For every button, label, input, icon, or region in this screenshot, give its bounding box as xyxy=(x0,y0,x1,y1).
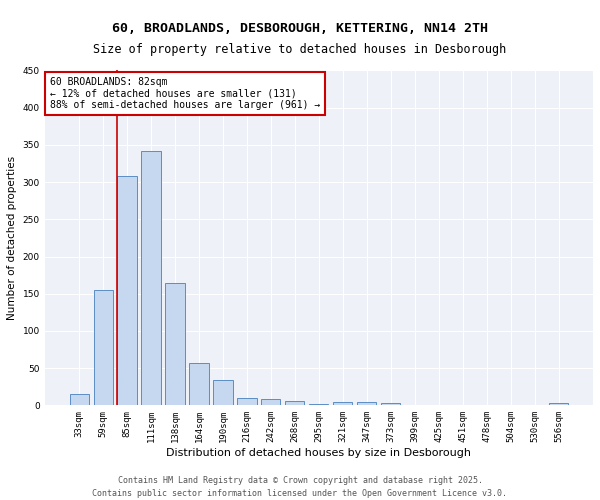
Bar xyxy=(142,151,161,406)
Bar xyxy=(166,282,185,406)
Bar xyxy=(70,394,89,406)
Bar xyxy=(309,404,328,406)
Bar xyxy=(549,403,568,406)
Y-axis label: Number of detached properties: Number of detached properties xyxy=(7,156,17,320)
Text: 60 BROADLANDS: 82sqm
← 12% of detached houses are smaller (131)
88% of semi-deta: 60 BROADLANDS: 82sqm ← 12% of detached h… xyxy=(50,77,320,110)
Bar xyxy=(94,290,113,406)
Text: 60, BROADLANDS, DESBOROUGH, KETTERING, NN14 2TH: 60, BROADLANDS, DESBOROUGH, KETTERING, N… xyxy=(112,22,488,36)
Bar xyxy=(238,398,257,406)
Bar xyxy=(262,400,280,406)
Bar xyxy=(214,380,233,406)
Text: Contains HM Land Registry data © Crown copyright and database right 2025.
Contai: Contains HM Land Registry data © Crown c… xyxy=(92,476,508,498)
Bar xyxy=(118,176,137,406)
Bar xyxy=(381,403,400,406)
Bar xyxy=(333,402,352,406)
Text: Size of property relative to detached houses in Desborough: Size of property relative to detached ho… xyxy=(94,42,506,56)
X-axis label: Distribution of detached houses by size in Desborough: Distribution of detached houses by size … xyxy=(166,448,472,458)
Bar xyxy=(190,363,209,406)
Bar xyxy=(285,401,304,406)
Bar xyxy=(357,402,376,406)
